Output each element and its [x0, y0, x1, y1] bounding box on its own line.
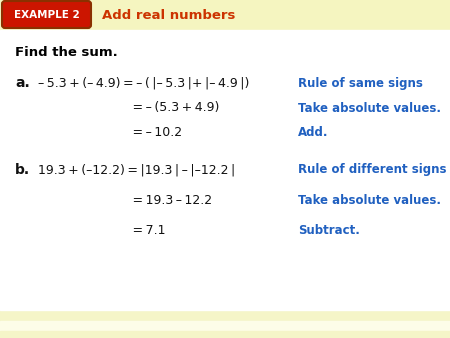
Text: Add real numbers: Add real numbers — [102, 9, 235, 22]
Text: = 7.1: = 7.1 — [130, 223, 166, 237]
Bar — [0, 10, 450, 21]
Text: = – 10.2: = – 10.2 — [130, 126, 182, 140]
Bar — [0, 320, 450, 331]
Bar — [0, 31, 450, 42]
Bar — [0, 0, 450, 30]
Text: a.: a. — [15, 76, 30, 90]
Text: Find the sum.: Find the sum. — [15, 46, 118, 58]
Text: = 19.3 – 12.2: = 19.3 – 12.2 — [130, 193, 212, 207]
Bar — [0, 21, 450, 31]
Bar — [0, 30, 450, 310]
Bar — [0, 331, 450, 338]
Text: b.: b. — [15, 163, 30, 177]
Text: = – (5.3 + 4.9): = – (5.3 + 4.9) — [130, 101, 220, 115]
Text: 19.3 + (–12.2) = |19.3 | – |–12.2 |: 19.3 + (–12.2) = |19.3 | – |–12.2 | — [38, 164, 235, 176]
Text: EXAMPLE 2: EXAMPLE 2 — [14, 10, 80, 21]
Text: Rule of different signs: Rule of different signs — [298, 164, 446, 176]
Text: – 5.3 + (– 4.9) = – ( |– 5.3 |+ |– 4.9 |): – 5.3 + (– 4.9) = – ( |– 5.3 |+ |– 4.9 |… — [38, 76, 249, 90]
Bar — [0, 310, 450, 320]
FancyBboxPatch shape — [2, 1, 91, 28]
Bar — [0, 0, 450, 10]
Text: Take absolute values.: Take absolute values. — [298, 193, 441, 207]
Text: Add.: Add. — [298, 126, 328, 140]
Text: Rule of same signs: Rule of same signs — [298, 76, 423, 90]
Text: Take absolute values.: Take absolute values. — [298, 101, 441, 115]
Text: Subtract.: Subtract. — [298, 223, 360, 237]
